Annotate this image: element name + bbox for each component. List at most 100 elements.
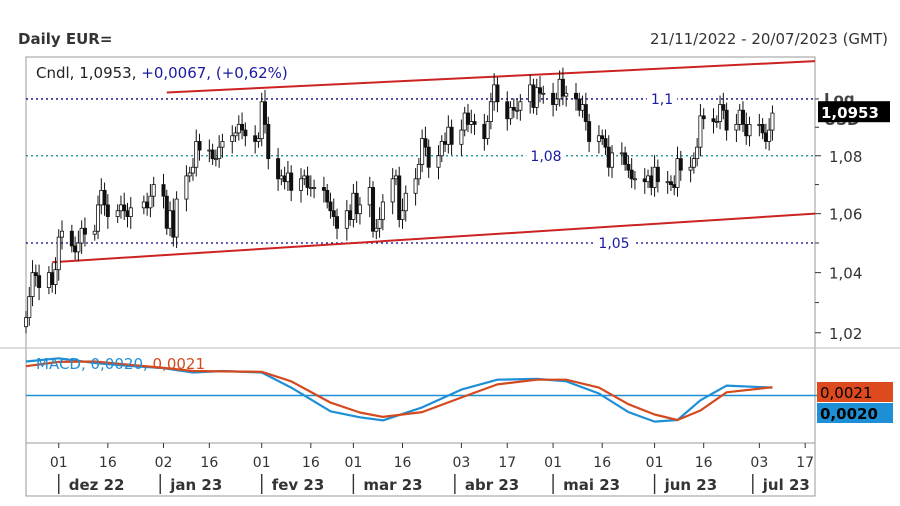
candle-down [105,204,110,217]
reference-label-bg [526,148,566,165]
candle-up [148,195,153,209]
candle-down [760,123,765,134]
candle-down [289,172,294,191]
candle-down [161,184,166,197]
candle-down [145,201,150,209]
candle-down [423,138,428,148]
candle-up [770,112,775,131]
candle-down [82,227,87,235]
candle-down [73,245,78,253]
candle-down [678,158,683,171]
candle-up [718,104,723,122]
candle-up [92,230,97,235]
legend-part: Cndl, [36,64,79,82]
candle-up [351,192,356,220]
candle-down [331,210,336,217]
candle-down [426,146,431,168]
candle-up [610,152,615,168]
candle-up [380,201,385,220]
candle-up [259,101,264,140]
candle-down [711,118,716,122]
candle-up [357,204,362,215]
candle-up [96,204,101,232]
candle-down [495,84,500,103]
month-label: mai 23 [563,476,620,494]
candle-down [210,149,215,160]
candle-down [171,210,176,238]
candle-down [164,195,169,229]
candle-up [564,92,569,97]
candle-up [187,172,192,177]
x-tick-label: 16 [394,455,412,471]
candle-up [737,109,742,125]
candle-up [488,101,493,122]
candle-up [184,175,189,200]
price-legend: Cndl, 1,0953, +0,0067, (+0,62%) [36,64,288,82]
candle-up [79,227,84,244]
candle-up [698,115,703,148]
candle-up [554,98,559,105]
candle-up [416,163,421,180]
candle-up [46,272,51,288]
candle-up [23,317,28,328]
candle-down [531,84,536,108]
legend-part: 0,0020, [91,355,153,373]
candle-down [276,158,281,180]
candle-down [371,187,376,232]
macd-value-tag: 0,0021 [820,384,873,402]
candle-down [505,101,510,120]
last-price-tag-bg [818,101,890,123]
x-tick-label: 01 [544,455,562,471]
candle-up [299,178,304,191]
y-tick-label: 1,08 [829,148,862,166]
candle-up [528,84,533,103]
candle-up [695,146,700,160]
candle-up [118,204,123,212]
reference-label-bg [646,91,678,108]
month-label: dez 22 [69,476,125,494]
candle-down [511,107,516,111]
candle-down [321,187,326,191]
candle-up [557,78,562,100]
candle-up [413,178,418,194]
candle-down [668,181,673,185]
trend-line [166,60,816,94]
candle-up [302,175,307,180]
x-tick-label: 17 [498,455,516,471]
candle-up [714,121,719,123]
candle-up [485,121,490,140]
candle-up [141,201,146,209]
y-tick-label: 1,06 [829,206,862,224]
candle-up [400,210,405,220]
candle-up [436,155,441,168]
plot-frame [25,56,816,444]
candle-up [377,219,382,229]
candle-down [443,141,448,145]
candle-down [262,101,267,125]
macd-value-tag: 0,0020 [820,405,878,423]
candle-down [240,123,245,131]
candle-down [763,132,768,142]
reference-line-label: 1,1 [651,92,673,108]
candle-down [33,272,38,277]
candle-up [390,178,395,203]
candle-up [420,138,425,165]
candle-down [50,272,55,285]
legend-part: (+0,62%) [216,64,288,82]
x-tick-label: 01 [344,455,362,471]
candle-up [285,172,290,183]
candle-down [472,121,477,125]
x-axis-frame [25,442,816,497]
candle-down [397,175,402,220]
candle-down [266,123,271,160]
candle-down [537,87,542,94]
x-tick-label: 16 [99,455,117,471]
candle-down [600,135,605,140]
candle-up [213,158,218,161]
candle-up [541,92,546,95]
macd-value-tag-bg [817,403,893,423]
candle-down [243,129,248,137]
candle-up [99,189,104,206]
trend-line [52,212,816,264]
